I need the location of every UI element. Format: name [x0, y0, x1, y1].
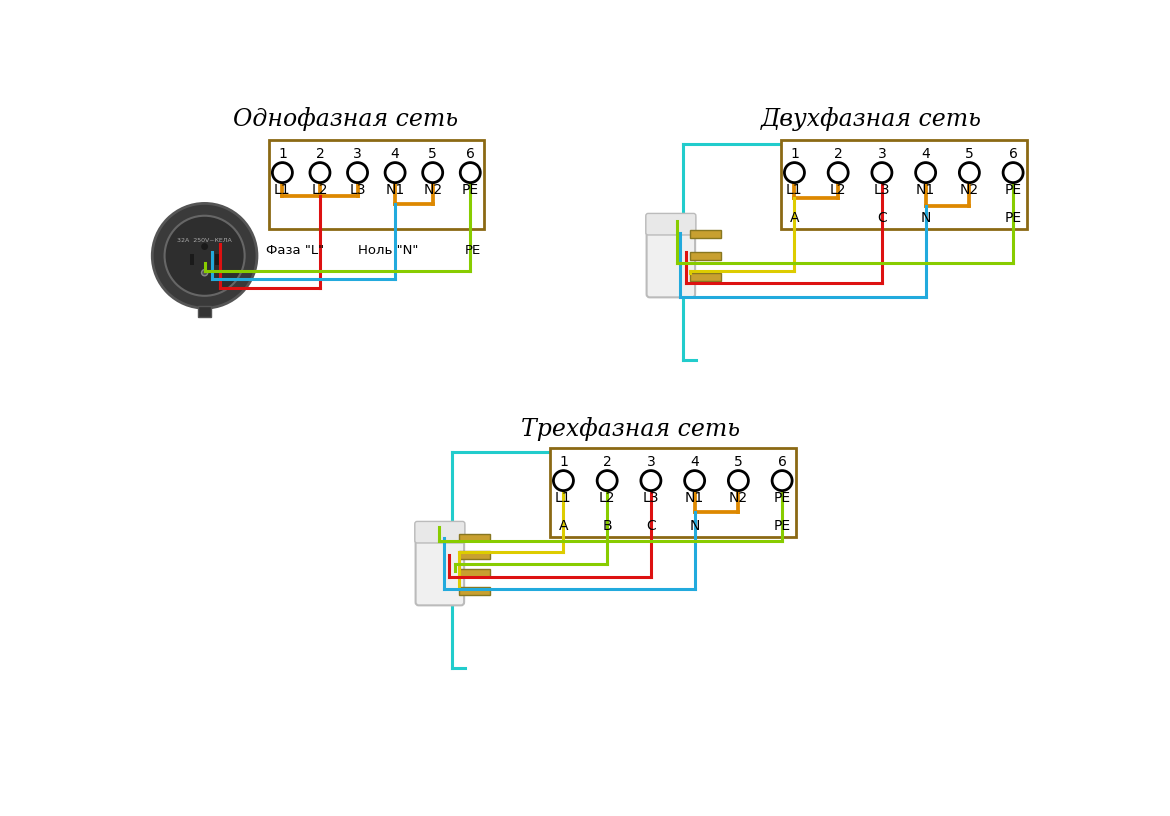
Text: 32A  250V~КЕЛА: 32A 250V~КЕЛА: [177, 238, 232, 243]
Text: A: A: [790, 211, 799, 225]
Text: Фаза "L": Фаза "L": [267, 244, 324, 257]
Text: L2: L2: [311, 184, 329, 197]
Text: L3: L3: [642, 491, 659, 505]
Circle shape: [597, 471, 618, 490]
Circle shape: [460, 162, 480, 183]
Text: L3: L3: [350, 184, 366, 197]
FancyBboxPatch shape: [647, 214, 695, 297]
Text: 6: 6: [466, 147, 475, 161]
Circle shape: [959, 162, 979, 183]
Text: N: N: [921, 211, 931, 225]
Text: A: A: [559, 519, 569, 533]
Text: Трехфазная сеть: Трехфазная сеть: [521, 417, 739, 441]
Text: 1: 1: [790, 147, 799, 161]
Circle shape: [385, 162, 405, 183]
Text: 5: 5: [965, 147, 973, 161]
Text: PE: PE: [462, 184, 479, 197]
Text: 3: 3: [878, 147, 887, 161]
Text: 2: 2: [834, 147, 842, 161]
Text: 2: 2: [316, 147, 324, 161]
Bar: [780, 140, 1027, 228]
Text: L1: L1: [274, 184, 290, 197]
FancyBboxPatch shape: [415, 521, 464, 543]
Circle shape: [828, 162, 848, 183]
Text: 5: 5: [734, 455, 743, 469]
Circle shape: [152, 203, 257, 308]
Text: 6: 6: [778, 455, 786, 469]
Circle shape: [165, 215, 245, 296]
Text: 1: 1: [278, 147, 287, 161]
Text: N2: N2: [424, 184, 442, 197]
Circle shape: [772, 471, 792, 490]
Text: N2: N2: [959, 184, 979, 197]
Circle shape: [201, 243, 208, 250]
Bar: [199, 306, 211, 317]
Text: 3: 3: [647, 455, 655, 469]
Text: L2: L2: [599, 491, 615, 505]
Bar: [459, 570, 489, 577]
Text: B: B: [603, 519, 612, 533]
Bar: [459, 587, 489, 595]
Text: N1: N1: [385, 184, 405, 197]
Bar: [191, 254, 194, 265]
Text: PE: PE: [1005, 184, 1021, 197]
Text: N1: N1: [916, 184, 935, 197]
Circle shape: [201, 269, 208, 276]
Text: Однофазная сеть: Однофазная сеть: [233, 108, 459, 131]
Text: N1: N1: [684, 491, 704, 505]
Text: L1: L1: [555, 491, 572, 505]
FancyBboxPatch shape: [646, 214, 696, 235]
Circle shape: [641, 471, 661, 490]
Bar: [459, 552, 489, 559]
Bar: [550, 448, 796, 537]
Text: 5: 5: [428, 147, 438, 161]
Circle shape: [553, 471, 573, 490]
Bar: [269, 140, 484, 228]
Text: Ноль "N": Ноль "N": [358, 244, 418, 257]
Bar: [690, 252, 721, 259]
Circle shape: [1003, 162, 1023, 183]
Bar: [690, 273, 721, 282]
Bar: [215, 254, 219, 265]
Bar: [459, 534, 489, 542]
Text: 4: 4: [391, 147, 399, 161]
Text: 4: 4: [690, 455, 698, 469]
Text: PE: PE: [464, 244, 481, 257]
Text: PE: PE: [773, 491, 791, 505]
Circle shape: [684, 471, 704, 490]
Text: L3: L3: [874, 184, 890, 197]
Text: PE: PE: [1005, 211, 1021, 225]
Text: L2: L2: [830, 184, 846, 197]
Circle shape: [422, 162, 442, 183]
Circle shape: [872, 162, 892, 183]
Circle shape: [273, 162, 292, 183]
Circle shape: [729, 471, 749, 490]
Circle shape: [784, 162, 805, 183]
Text: 1: 1: [559, 455, 567, 469]
Text: 6: 6: [1009, 147, 1018, 161]
Text: PE: PE: [773, 519, 791, 533]
Text: 2: 2: [603, 455, 612, 469]
Text: N2: N2: [729, 491, 748, 505]
Text: Двухфазная сеть: Двухфазная сеть: [760, 108, 982, 131]
Text: L1: L1: [786, 184, 803, 197]
Text: C: C: [878, 211, 887, 225]
Text: C: C: [646, 519, 655, 533]
Bar: [690, 230, 721, 238]
Text: 3: 3: [353, 147, 362, 161]
Circle shape: [916, 162, 936, 183]
Circle shape: [310, 162, 330, 183]
FancyBboxPatch shape: [415, 522, 464, 605]
Text: N: N: [689, 519, 700, 533]
Circle shape: [347, 162, 367, 183]
Text: 4: 4: [921, 147, 930, 161]
